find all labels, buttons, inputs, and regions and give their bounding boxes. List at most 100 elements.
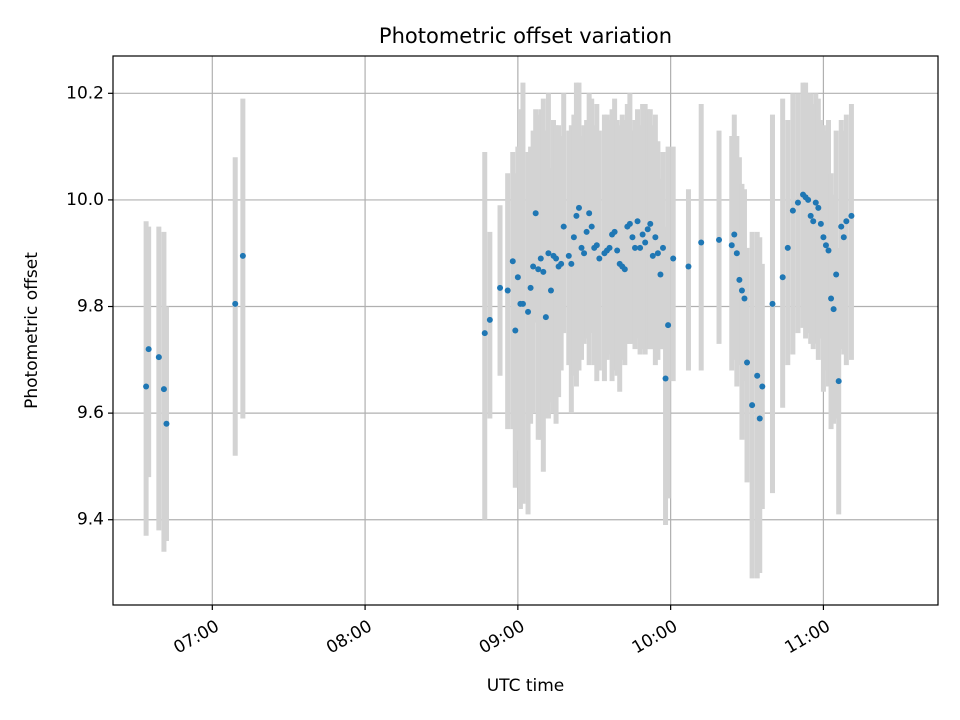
data-point: [575, 204, 582, 211]
data-point: [828, 295, 835, 302]
data-point: [807, 212, 814, 219]
data-point: [509, 258, 516, 265]
data-point: [560, 223, 567, 230]
data-point: [578, 244, 585, 251]
data-point: [754, 372, 761, 379]
data-point: [527, 284, 534, 291]
data-point: [558, 260, 565, 267]
x-tick-label: 11:00: [781, 616, 833, 658]
data-point: [810, 218, 817, 225]
data-point: [660, 244, 666, 251]
data-point: [514, 274, 521, 281]
data-point: [716, 236, 723, 243]
data-point: [647, 220, 654, 227]
data-point: [738, 287, 745, 294]
data-point: [670, 255, 677, 262]
data-point: [652, 234, 659, 241]
data-point: [570, 234, 577, 241]
data-point: [736, 276, 743, 283]
y-tick-label: 10.2: [66, 83, 104, 103]
x-tick-label: 10:00: [629, 616, 681, 658]
y-tick-label: 9.6: [77, 403, 104, 423]
data-point: [565, 252, 572, 259]
data-point: [553, 255, 560, 262]
data-point: [749, 402, 756, 409]
x-axis-label: UTC time: [487, 676, 565, 696]
data-point: [596, 255, 603, 262]
data-point: [160, 386, 167, 393]
data-point: [665, 322, 672, 329]
data-point: [731, 231, 738, 238]
data-point: [155, 354, 162, 361]
data-point: [583, 228, 590, 235]
data-point: [848, 212, 855, 219]
data-point: [568, 260, 575, 267]
data-point: [698, 239, 705, 246]
data-point: [728, 242, 735, 249]
data-point: [504, 287, 511, 294]
x-tick-label: 07:00: [170, 616, 222, 658]
data-point: [830, 306, 837, 313]
data-point: [838, 223, 845, 230]
data-point: [744, 359, 751, 366]
data-point: [573, 212, 580, 219]
data-point: [535, 266, 542, 273]
y-tick-label: 9.4: [77, 510, 104, 530]
data-point: [540, 268, 547, 275]
data-point: [756, 415, 763, 422]
chart-title: Photometric offset variation: [379, 24, 672, 48]
data-point: [519, 300, 526, 307]
error-bars: [143, 82, 854, 579]
data-point: [581, 250, 588, 257]
data-point: [769, 300, 776, 307]
x-tick-label: 08:00: [323, 616, 375, 658]
data-point: [145, 346, 152, 353]
data-point: [631, 244, 638, 251]
data-point: [143, 383, 150, 390]
data-point: [486, 316, 493, 323]
data-point: [825, 247, 832, 254]
y-axis-label: Photometric offset: [22, 252, 42, 409]
data-point: [525, 308, 532, 315]
data-point: [232, 300, 239, 307]
data-point: [654, 250, 661, 257]
data-point: [637, 244, 644, 251]
x-tick-label: 09:00: [476, 616, 528, 658]
data-point: [657, 271, 664, 278]
data-point: [815, 204, 822, 211]
data-point: [779, 274, 786, 281]
data-point: [789, 207, 796, 214]
data-point: [537, 255, 544, 262]
data-point: [835, 378, 842, 385]
data-point: [530, 263, 537, 270]
data-point: [759, 383, 766, 390]
data-point: [639, 231, 646, 238]
data-point: [614, 247, 621, 254]
plot-frame: [112, 55, 939, 606]
data-point: [741, 295, 748, 302]
y-tick-label: 9.8: [77, 297, 104, 317]
data-point: [733, 250, 740, 257]
data-point: [629, 234, 636, 241]
data-point: [626, 220, 633, 227]
data-point: [163, 420, 170, 427]
data-point: [545, 250, 552, 257]
data-point: [843, 218, 850, 225]
data-point: [532, 210, 539, 217]
data-point: [820, 234, 827, 241]
data-point: [593, 242, 600, 249]
data-point: [634, 218, 641, 225]
data-point: [621, 266, 628, 273]
data-point: [784, 244, 791, 251]
data-point: [586, 210, 593, 217]
data-point: [547, 287, 554, 294]
data-point: [794, 199, 801, 206]
data-point: [611, 228, 618, 235]
data-point: [512, 327, 519, 334]
data-point: [606, 244, 613, 251]
data-point: [662, 375, 669, 382]
data-point: [817, 220, 824, 227]
data-point: [497, 284, 504, 291]
data-point: [481, 330, 488, 337]
